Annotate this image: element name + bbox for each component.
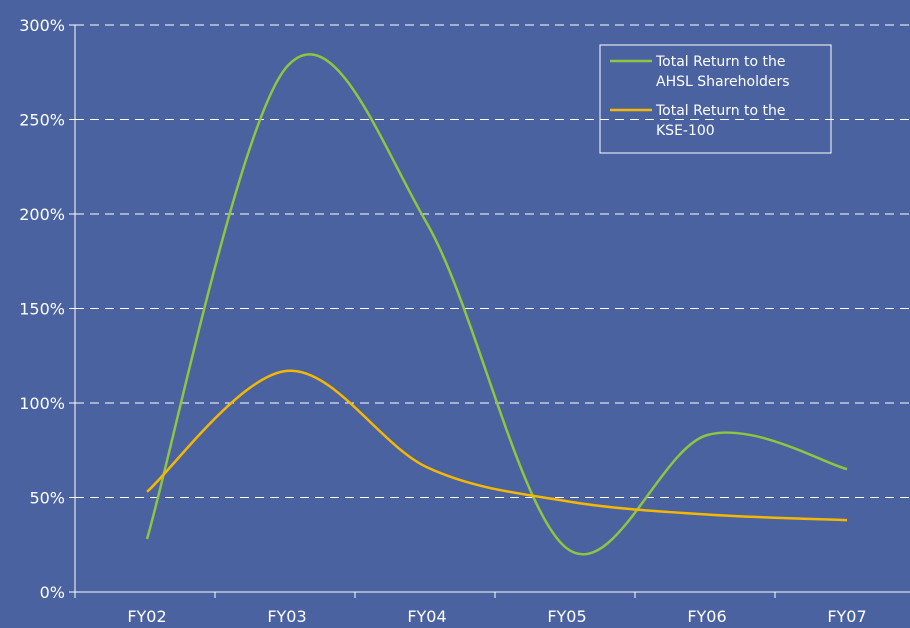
x-tick-label: FY02: [127, 607, 166, 626]
y-axis-tick-labels: 0% 50% 100% 150% 200% 250% 300%: [19, 16, 65, 602]
x-axis-tick-labels: FY02 FY03 FY04 FY05 FY06 FY07: [127, 607, 866, 626]
legend-label-kse-line2: KSE-100: [656, 123, 715, 139]
legend-box: [599, 44, 832, 154]
y-tick-label: 100%: [19, 394, 65, 413]
x-tick-label: FY05: [547, 607, 586, 626]
legend-label-kse-line1: Total Return to the: [655, 103, 786, 119]
legend-label-ahsl-line1: Total Return to the: [655, 54, 786, 70]
series-lines: [145, 53, 848, 556]
x-tick-label: FY07: [827, 607, 866, 626]
y-tick-label: 0%: [40, 583, 65, 602]
x-tick-label: FY03: [267, 607, 306, 626]
x-tick-label: FY06: [687, 607, 726, 626]
axes: [74, 25, 910, 598]
legend-label-ahsl-line2: AHSL Shareholders: [656, 74, 790, 90]
x-tick-label: FY04: [407, 607, 446, 626]
y-tick-label: 300%: [19, 16, 65, 35]
series-line-ahsl: [145, 53, 848, 556]
series-line-kse100: [146, 369, 848, 522]
y-tick-label: 50%: [29, 489, 65, 508]
y-tick-label: 200%: [19, 205, 65, 224]
y-tick-label: 250%: [19, 111, 65, 130]
gridlines: [69, 24, 910, 593]
legend: Total Return to the AHSL Shareholders To…: [599, 44, 832, 154]
y-tick-label: 150%: [19, 300, 65, 319]
